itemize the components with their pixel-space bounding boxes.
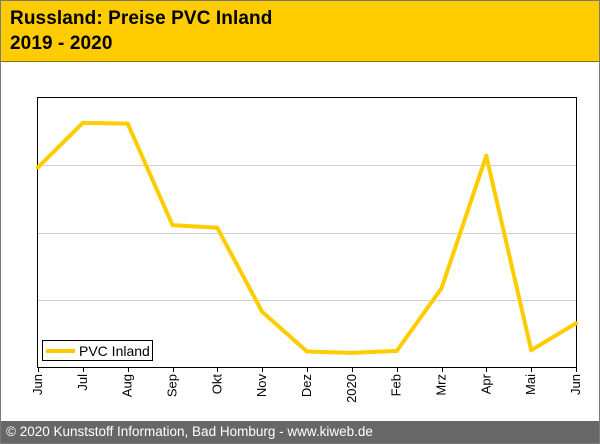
data-point [484, 153, 489, 158]
footer-copyright: © 2020 Kunststoff Information, Bad Hombu… [6, 424, 373, 439]
footer-bar: © 2020 Kunststoff Information, Bad Hombu… [1, 421, 599, 443]
x-tick-label: Jun [30, 374, 45, 395]
data-point [439, 286, 444, 291]
chart-subtitle: 2019 - 2020 [10, 33, 113, 54]
data-point [394, 348, 399, 353]
x-tick-label: Mrz [434, 374, 449, 396]
title-banner: Russland: Preise PVC Inland 2019 - 2020 [1, 1, 599, 62]
x-tick-label: Jul [75, 374, 90, 391]
x-tick-label: Sep [165, 374, 180, 397]
legend-box [42, 340, 153, 361]
x-tick-label: Apr [478, 373, 493, 394]
x-tick-label: Nov [254, 374, 269, 398]
chart-area: Jun Jul Aug Sep Okt Nov Dez 2020 Feb Mrz Apr Mai Jun… [1, 62, 599, 420]
legend: PVC Inland [42, 340, 153, 361]
data-point [574, 321, 578, 326]
x-tick-label: Mai [523, 374, 538, 395]
x-tick-label: Dez [299, 374, 314, 397]
data-point [215, 225, 220, 230]
data-point [170, 223, 175, 228]
data-point [125, 121, 130, 126]
gridlines [38, 165, 576, 301]
data-point [36, 165, 40, 170]
data-point [305, 349, 309, 354]
data-point [260, 309, 265, 314]
x-tick-label: Aug [120, 374, 135, 397]
data-points [36, 120, 578, 355]
data-point [349, 350, 354, 355]
x-tick-label: Feb [389, 374, 404, 396]
line-chart: Jun Jul Aug Sep Okt Nov Dez 2020 Feb Mrz Apr Mai Jun… [30, 97, 583, 403]
data-point [529, 348, 534, 353]
chart-title: Russland: Preise PVC Inland [10, 8, 273, 29]
x-tick-label: Jun [568, 374, 583, 395]
plot-area [37, 97, 577, 368]
legend-label: PVC Inland [79, 343, 150, 359]
x-tick-label: 2020 [344, 374, 359, 403]
x-axis: Jun Jul Aug Sep Okt Nov Dez 2020 Feb Mrz Apr Mai Jun [30, 367, 583, 403]
data-point [80, 120, 85, 125]
x-tick-label: Okt [209, 374, 224, 395]
